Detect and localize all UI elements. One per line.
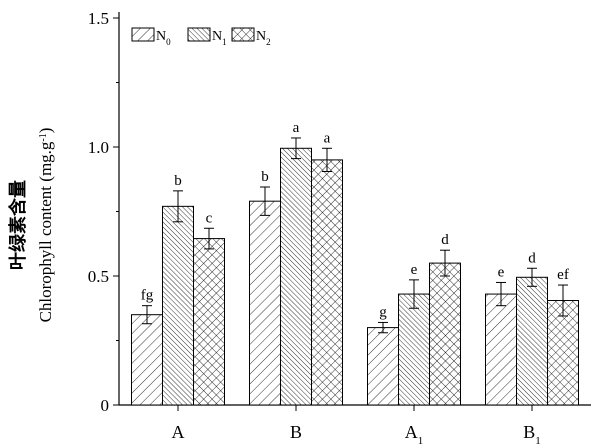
significance-label: e [411,262,418,278]
y-tick-label: 1.0 [88,138,109,157]
significance-label: c [206,210,213,226]
bar [547,300,579,406]
bar [516,276,548,406]
significance-label: d [528,250,536,266]
significance-label: e [498,264,505,280]
legend-swatch [231,27,255,42]
axes: 0 0.5 1.0 1.5 A B A1 B1 [88,9,591,445]
bar [485,293,517,406]
legend-swatch [187,27,211,42]
bar [429,262,461,406]
bars: fg b c b a a g e d e d ef [131,120,579,406]
y-axis-title-english: Chlorophyll content (mg.g-1) [36,128,55,323]
x-tick-label: B [290,422,302,442]
significance-label: a [324,130,331,146]
significance-label: a [293,120,300,136]
significance-label: d [441,232,449,248]
y-axis-title-chinese: 叶绿素含量 [7,180,28,270]
x-tick-label: B1 [523,422,541,445]
x-tick-label: A1 [405,422,424,445]
significance-label: ef [557,267,569,283]
bar [280,147,312,406]
significance-label: b [174,173,182,189]
bar [398,293,430,406]
legend: N0 N1 N2 [131,27,271,47]
significance-label: b [261,169,269,185]
bar [367,327,399,406]
significance-label: fg [141,288,154,304]
legend-label: N0 [156,29,171,47]
y-tick-label: 0.5 [88,267,109,286]
y-axis-title: 叶绿素含量 Chlorophyll content (mg.g-1) [7,128,55,323]
bar [311,159,343,406]
bar [193,238,225,406]
legend-label: N1 [212,29,227,47]
x-tick-label: A [172,422,185,442]
legend-swatch [131,27,155,42]
bar [162,205,194,406]
bar [249,200,281,406]
bar [131,314,163,406]
significance-label: g [379,304,387,320]
legend-label: N2 [256,29,271,47]
y-tick-label: 0 [101,396,110,415]
y-tick-label: 1.5 [88,9,109,28]
